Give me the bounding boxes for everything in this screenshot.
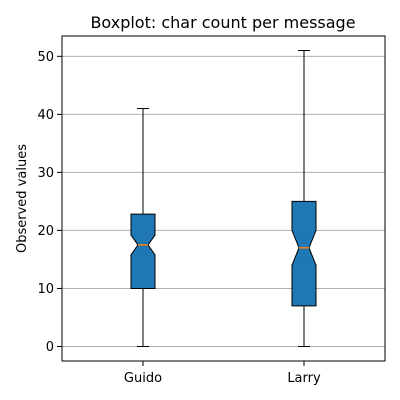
y-tick-label-50: 50	[37, 50, 54, 65]
box-guido	[130, 213, 156, 289]
y-tick-label-30: 30	[37, 166, 54, 181]
x-tick-label-guido: Guido	[124, 371, 162, 386]
x-tick-label-larry: Larry	[287, 371, 321, 386]
y-axis-label: Observed values	[15, 144, 30, 253]
y-gridlines	[62, 55, 385, 347]
y-tick-label-0: 0	[46, 340, 54, 355]
axes-frame	[61, 35, 386, 362]
chart-title: Boxplot: char count per message	[90, 13, 355, 32]
box-larry	[291, 200, 317, 307]
y-tick-label-20: 20	[37, 224, 54, 239]
y-tick-label-40: 40	[37, 108, 54, 123]
box-elements	[130, 50, 317, 347]
axis-ticks: 0 10 20 30 40 50 Guido Larry	[37, 50, 321, 386]
y-tick-label-10: 10	[37, 282, 54, 297]
